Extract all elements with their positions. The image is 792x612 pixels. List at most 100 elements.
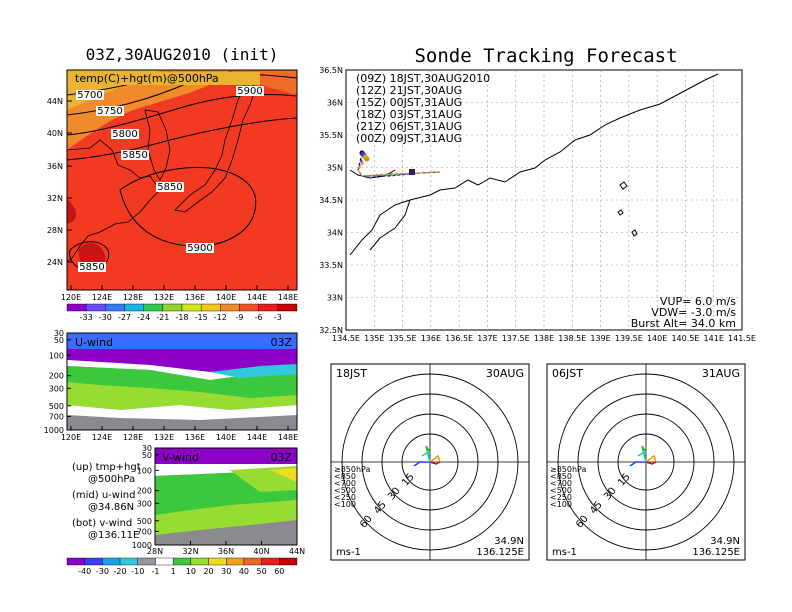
v-colorbar-swatch <box>190 557 209 566</box>
hodograph-unit: ms-1 <box>552 547 577 558</box>
v-colorbar-swatch <box>66 557 85 566</box>
map-label-box <box>70 72 260 85</box>
v-colorbar-swatch <box>84 557 103 566</box>
pressure-tick-label: 300 <box>137 499 152 508</box>
v-colorbar-swatch <box>172 557 192 566</box>
map-colorbar-swatch <box>85 303 106 312</box>
launch-legend-entry: (09Z) 18JST,30AUG2010 <box>356 72 490 85</box>
contour-labels: 5700 5750 5800 5850 5850 5900 5900 5850 <box>76 86 264 273</box>
hodograph-level-label: <500 <box>334 486 356 495</box>
map-island-blob <box>67 200 77 224</box>
v-colorbar-label: -1 <box>151 567 159 576</box>
map-colorbar-label: -18 <box>175 313 188 322</box>
track-y-tick-label: 34.5N <box>319 196 343 205</box>
pressure-tick-label: 50 <box>142 451 152 460</box>
hodograph-time: 06JST <box>552 367 583 380</box>
v-top-band <box>155 448 297 464</box>
track-panel: 134.5E 135E 135.5E 136E 136.5E 137E 137.5E 138E… <box>319 66 756 343</box>
track-island-1 <box>619 181 628 190</box>
contour-label: 5800 <box>112 129 137 140</box>
v-colorbar-label: 60 <box>274 567 284 576</box>
map-panel: 5700 5750 5800 5850 5850 5900 5900 5850 temp(C)… <box>47 69 298 322</box>
map-x-tick-label: 132E <box>154 293 174 302</box>
track-x-tick-label: 139.5E <box>615 334 643 343</box>
track-param: Burst Alt= 34.0 km <box>631 317 736 330</box>
hodograph-trace <box>629 461 646 467</box>
map-x-tick-label: 148E <box>278 293 298 302</box>
v-colorbar-swatch <box>155 557 174 566</box>
map-panel-label: temp(C)+hgt(m)@500hPa <box>75 72 219 85</box>
track-x-tick-label: 136.5E <box>445 334 473 343</box>
map-y-tick-label: 32N <box>47 194 63 203</box>
hodograph-level-label: <850 <box>550 472 572 481</box>
hodograph-trace <box>637 450 647 463</box>
u-frame <box>66 332 298 431</box>
hodograph-level-label: <850 <box>334 472 356 481</box>
pressure-tick-label: 1000 <box>44 426 64 435</box>
u-x-ticks: 120E 124E 128E 132E 136E 140E 144E 148E <box>61 426 298 442</box>
v-time: 03Z <box>270 451 292 464</box>
track-y-tick-label: 35N <box>327 164 343 173</box>
track-lines <box>357 150 441 177</box>
hodograph-trace <box>645 454 657 463</box>
v-colorbar-label: 20 <box>203 567 213 576</box>
map-colorbar-label: -12 <box>214 313 227 322</box>
u-x-tick-label: 120E <box>61 433 81 442</box>
map-colorbar-swatch <box>143 303 164 312</box>
v-colorbar-swatch <box>137 557 156 566</box>
track-island-3 <box>631 229 638 237</box>
v-yellow <box>270 468 297 482</box>
v-x-tick-label: 44N <box>289 547 305 556</box>
map-x-tick-label: 144E <box>247 293 267 302</box>
u-label: U-wind <box>75 336 113 349</box>
launch-legend-entry: (21Z) 06JST,31AUG <box>356 120 462 133</box>
map-colorbar-label: -24 <box>137 313 150 322</box>
v-label: V-wind <box>162 451 199 464</box>
hodograph-level-label: <100 <box>334 500 356 509</box>
map-colorbar-swatch <box>258 303 279 312</box>
map-coastline <box>66 139 161 263</box>
map-colorbar-swatch <box>105 303 125 312</box>
track-x-tick-label: 135E <box>364 334 384 343</box>
hodograph-level-label: <100 <box>550 500 572 509</box>
pressure-tick-label: 500 <box>49 402 64 411</box>
track-grid <box>346 70 742 330</box>
u-x-tick-label: 148E <box>278 433 298 442</box>
hodograph-trace <box>421 450 431 463</box>
track-x-tick-label: 141E <box>704 334 724 343</box>
track-x-tick-label: 138.5E <box>558 334 586 343</box>
v-colorbar-swatch <box>226 557 245 566</box>
u-lightgreen <box>67 382 297 410</box>
contour-label: 5850 <box>122 150 147 161</box>
map-x-ticks: 120E 124E 128E 132E 136E 140E 144E 148E <box>61 285 298 302</box>
v-x-tick-label: 32N <box>182 547 198 556</box>
track-x-tick-label: 141.5E <box>728 334 756 343</box>
map-colorbar-label: -9 <box>236 313 244 322</box>
map-colorbar-label: -21 <box>156 313 169 322</box>
map-x-tick-label: 124E <box>92 293 112 302</box>
v-x-tick-label: 40N <box>253 547 269 556</box>
track-y-tick-label: 36.5N <box>319 66 343 75</box>
v-x-tick-label: 28N <box>147 547 163 556</box>
track-line <box>357 158 441 177</box>
contour-label-bg <box>78 262 106 272</box>
map-colorbar-swatch <box>66 303 87 312</box>
legend-note-line1: (mid) u-wind <box>72 490 135 501</box>
pressure-tick-label: 300 <box>49 384 64 393</box>
v-colorbar-swatch <box>243 557 262 566</box>
map-y-tick-label: 24N <box>47 258 63 267</box>
map-y-tick-label: 36N <box>47 162 63 171</box>
contour-label: 5850 <box>79 262 104 273</box>
contour-label-bg <box>236 86 264 96</box>
map-frame <box>66 69 298 291</box>
contour-label-bg <box>121 150 149 160</box>
track-x-tick-label: 137.5E <box>502 334 530 343</box>
pressure-tick-label: 1000 <box>132 541 152 550</box>
v-colorbar-swatch <box>102 557 121 566</box>
map-colorbar-label: -33 <box>80 313 93 322</box>
track-x-tick-label: 134.5E <box>332 334 360 343</box>
launch-legend-entry: (18Z) 03JST,31AUG <box>356 108 462 121</box>
pressure-tick-label: 100 <box>49 351 64 360</box>
